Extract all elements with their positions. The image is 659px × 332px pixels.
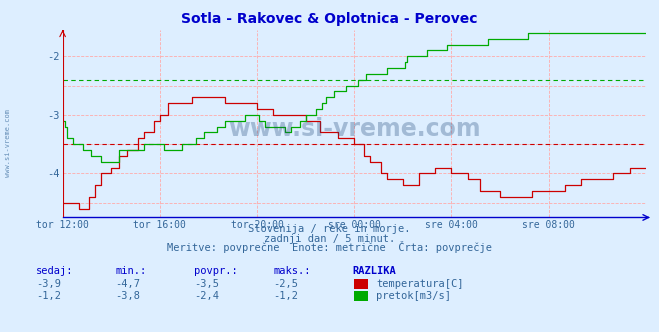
- Text: min.:: min.:: [115, 266, 146, 276]
- Text: sedaj:: sedaj:: [36, 266, 74, 276]
- Text: RAZLIKA: RAZLIKA: [353, 266, 396, 276]
- Text: maks.:: maks.:: [273, 266, 311, 276]
- Text: povpr.:: povpr.:: [194, 266, 238, 276]
- Text: pretok[m3/s]: pretok[m3/s]: [376, 291, 451, 301]
- Text: -3,8: -3,8: [115, 291, 140, 301]
- Text: www.si-vreme.com: www.si-vreme.com: [5, 109, 11, 177]
- Text: -3,9: -3,9: [36, 279, 61, 289]
- Text: -2,4: -2,4: [194, 291, 219, 301]
- Text: temperatura[C]: temperatura[C]: [376, 279, 464, 289]
- Text: Sotla - Rakovec & Oplotnica - Perovec: Sotla - Rakovec & Oplotnica - Perovec: [181, 12, 478, 26]
- Text: -4,7: -4,7: [115, 279, 140, 289]
- Text: www.si-vreme.com: www.si-vreme.com: [228, 117, 480, 141]
- Text: Slovenija / reke in morje.: Slovenija / reke in morje.: [248, 224, 411, 234]
- Text: -1,2: -1,2: [273, 291, 299, 301]
- Text: -2,5: -2,5: [273, 279, 299, 289]
- Text: zadnji dan / 5 minut.: zadnji dan / 5 minut.: [264, 234, 395, 244]
- Text: Meritve: povprečne  Enote: metrične  Črta: povprečje: Meritve: povprečne Enote: metrične Črta:…: [167, 241, 492, 253]
- Text: -3,5: -3,5: [194, 279, 219, 289]
- Text: -1,2: -1,2: [36, 291, 61, 301]
